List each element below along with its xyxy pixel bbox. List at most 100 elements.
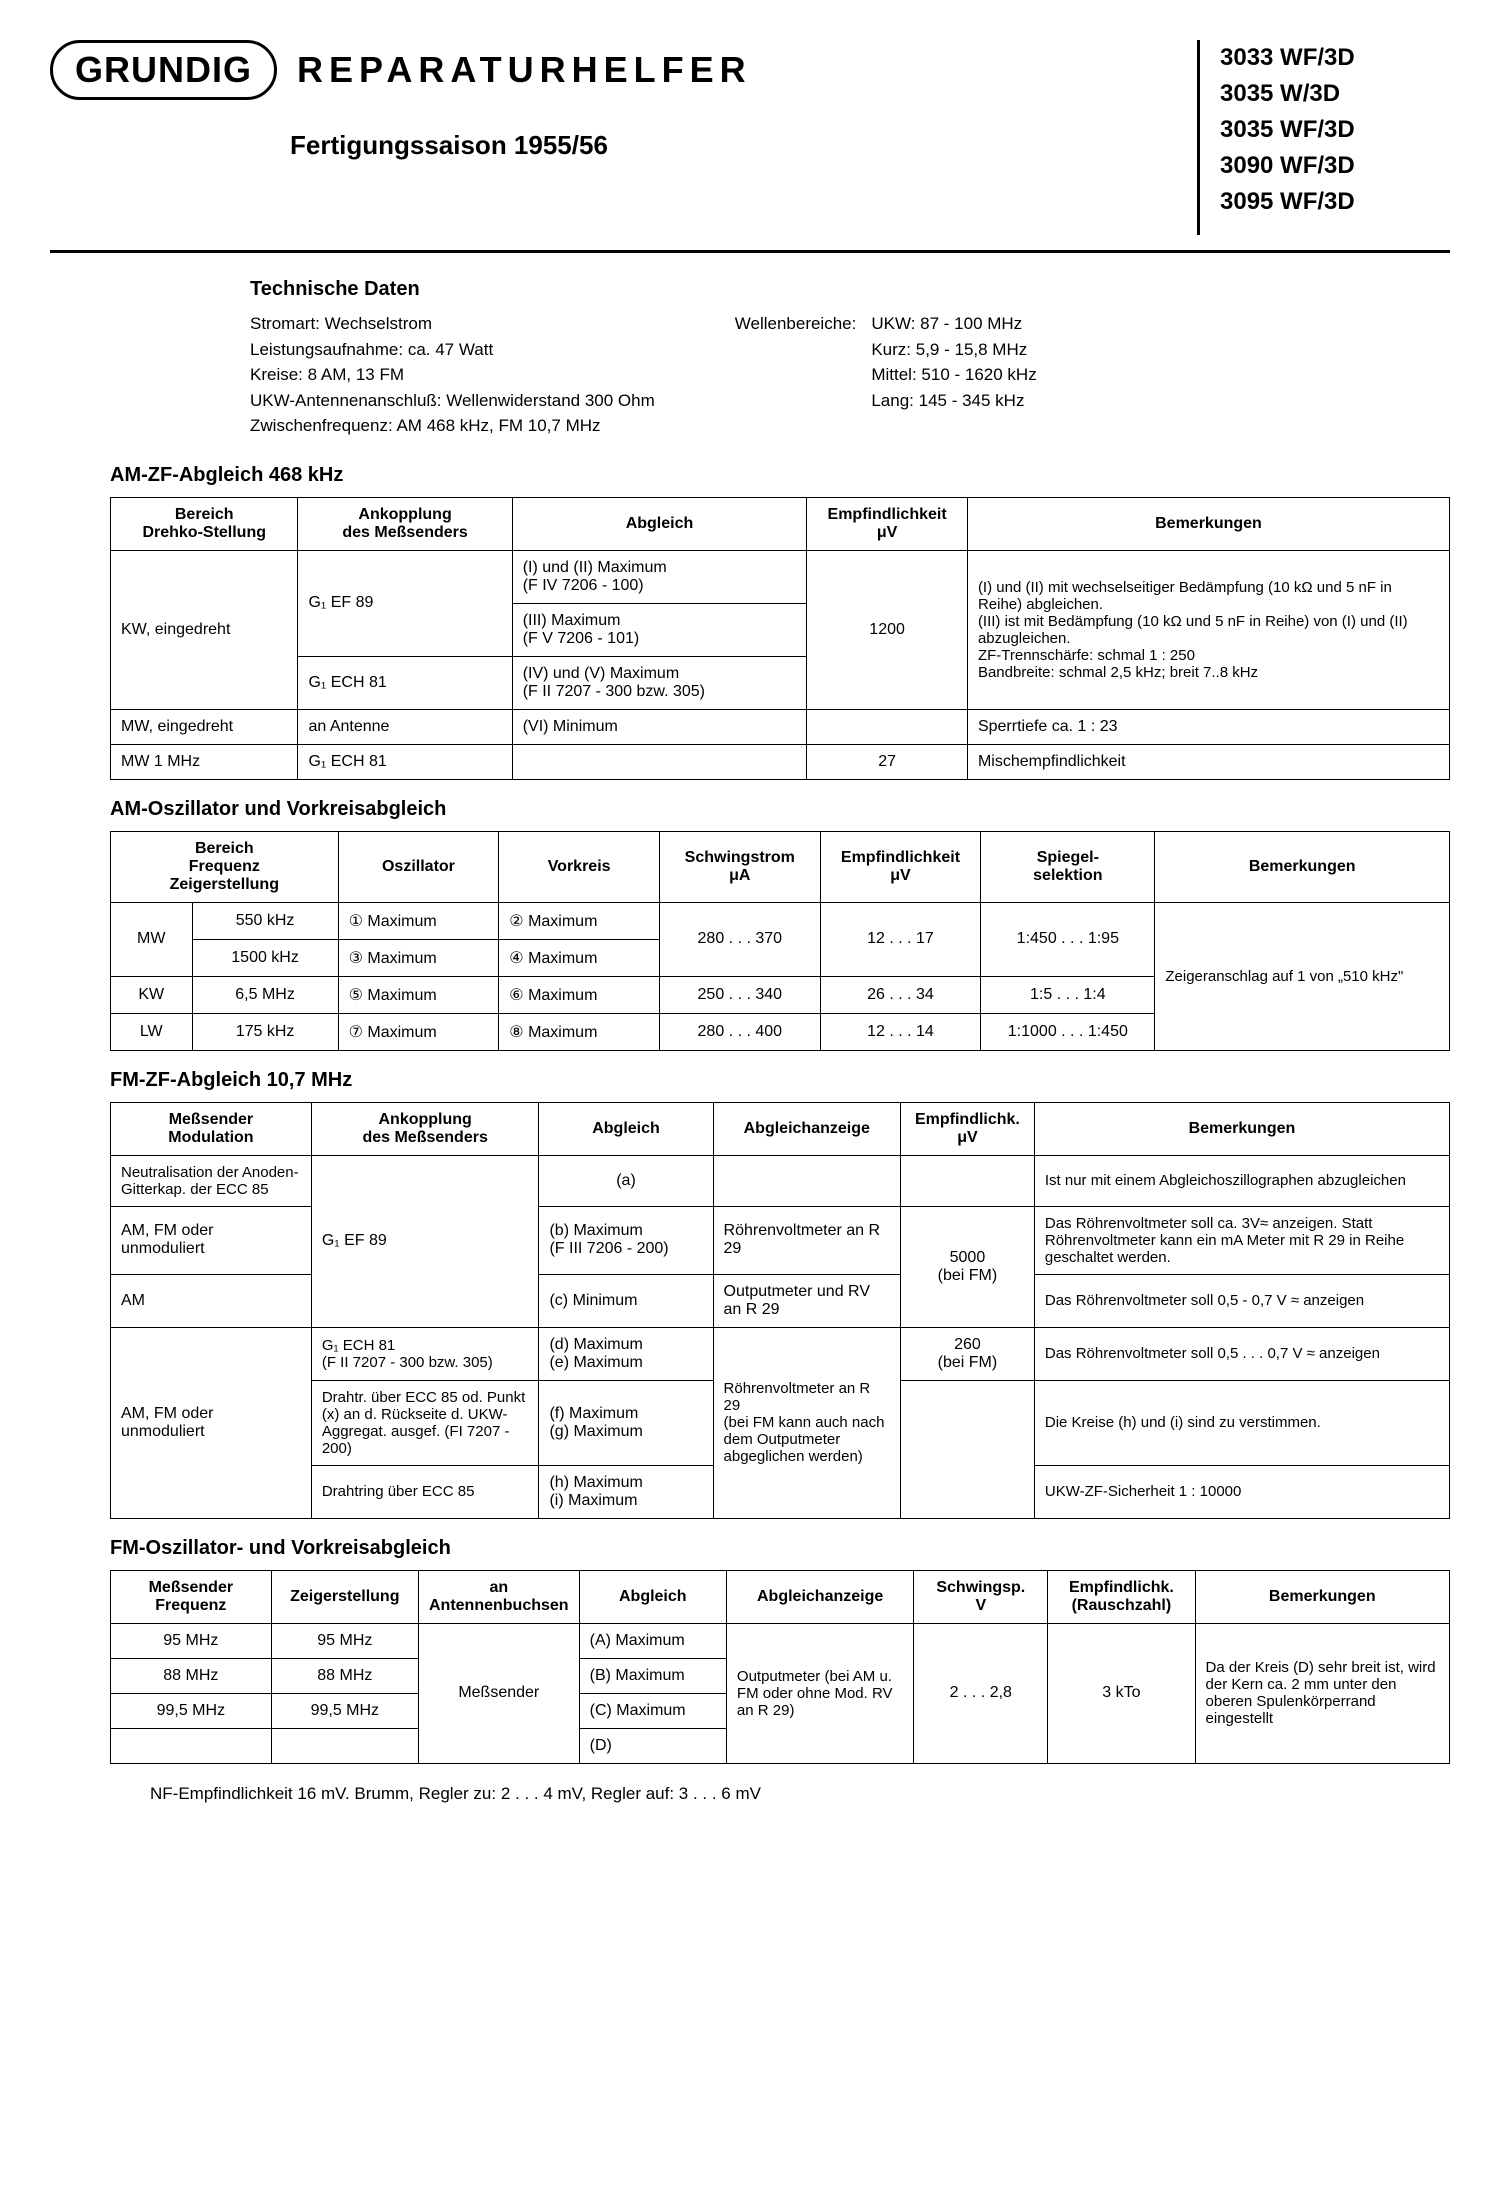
cell: ⑧ Maximum (499, 1013, 660, 1050)
cell: 280 . . . 370 (659, 902, 820, 976)
th: Bemerkungen (1195, 1570, 1449, 1623)
model-list: 3033 WF/3D 3035 W/3D 3035 WF/3D 3090 WF/… (1197, 40, 1450, 235)
cell: (b) Maximum(F III 7206 - 200) (539, 1206, 713, 1274)
cell: (I) und (II) mit wechselseitiger Bedämpf… (967, 550, 1449, 709)
tech-right: Wellenbereiche: UKW: 87 - 100 MHz Kurz: … (735, 311, 1037, 439)
th: BereichFrequenzZeigerstellung (111, 831, 339, 902)
th: Ankopplungdes Meßsenders (311, 1102, 539, 1155)
cell: Outputmeter (bei AM u. FM oder ohne Mod.… (726, 1623, 913, 1763)
cell (111, 1728, 272, 1763)
cell: Die Kreise (h) und (i) sind zu verstimme… (1034, 1380, 1449, 1465)
tech-left: Stromart: Wechselstrom Leistungsaufnahme… (250, 311, 655, 439)
cell: 26 . . . 34 (820, 976, 981, 1013)
am-zf-table: BereichDrehko-Stellung Ankopplungdes Meß… (110, 497, 1450, 780)
th: Schwingsp.V (914, 1570, 1048, 1623)
cell: (B) Maximum (579, 1658, 726, 1693)
cell: Mischempfindlichkeit (967, 744, 1449, 779)
tech-line: Zwischenfrequenz: AM 468 kHz, FM 10,7 MH… (250, 413, 655, 439)
cell: AM, FM oder unmoduliert (111, 1206, 312, 1274)
cell: 250 . . . 340 (659, 976, 820, 1013)
cell: 2 . . . 2,8 (914, 1623, 1048, 1763)
cell: G₁ EF 89 (311, 1155, 539, 1327)
th: EmpfindlichkeitμV (807, 497, 968, 550)
th: anAntennenbuchsen (418, 1570, 579, 1623)
wellen-label: Wellenbereiche: (735, 311, 857, 413)
cell: ② Maximum (499, 902, 660, 939)
th: Spiegel-selektion (981, 831, 1155, 902)
th: MeßsenderFrequenz (111, 1570, 272, 1623)
cell: 88 MHz (111, 1658, 272, 1693)
cell: Drahtring über ECC 85 (311, 1465, 539, 1518)
cell: G₁ ECH 81 (298, 744, 512, 779)
main-title: REPARATURHELFER (297, 49, 752, 91)
cell: 12 . . . 14 (820, 1013, 981, 1050)
cell (512, 744, 807, 779)
cell: (I) und (II) Maximum(F IV 7206 - 100) (512, 550, 807, 603)
logo-row: GRUNDIG REPARATURHELFER (50, 40, 1167, 100)
cell: 1:5 . . . 1:4 (981, 976, 1155, 1013)
band: UKW: 87 - 100 MHz (871, 311, 1036, 337)
cell: UKW-ZF-Sicherheit 1 : 10000 (1034, 1465, 1449, 1518)
cell: (h) Maximum(i) Maximum (539, 1465, 713, 1518)
cell: 1:1000 . . . 1:450 (981, 1013, 1155, 1050)
cell (900, 1380, 1034, 1518)
divider (50, 250, 1450, 253)
th: Abgleich (512, 497, 807, 550)
th: Empfindlichk.(Rauschzahl) (1048, 1570, 1195, 1623)
cell: Meßsender (418, 1623, 579, 1763)
cell: (D) (579, 1728, 726, 1763)
cell: (c) Minimum (539, 1274, 713, 1327)
cell: 12 . . . 17 (820, 902, 981, 976)
cell: an Antenne (298, 709, 512, 744)
th: Bemerkungen (1034, 1102, 1449, 1155)
cell: 99,5 MHz (271, 1693, 418, 1728)
th: Abgleich (579, 1570, 726, 1623)
cell: Das Röhrenvoltmeter soll 0,5 - 0,7 V ≈ a… (1034, 1274, 1449, 1327)
th: BereichDrehko-Stellung (111, 497, 298, 550)
cell: (III) Maximum(F V 7206 - 101) (512, 603, 807, 656)
fm-zf-table: MeßsenderModulation Ankopplungdes Meßsen… (110, 1102, 1450, 1519)
cell: 95 MHz (111, 1623, 272, 1658)
tech-line: Leistungsaufnahme: ca. 47 Watt (250, 337, 655, 363)
th: Ankopplungdes Meßsenders (298, 497, 512, 550)
th: Bemerkungen (1155, 831, 1450, 902)
cell: 5000(bei FM) (900, 1206, 1034, 1327)
footer-note: NF-Empfindlichkeit 16 mV. Brumm, Regler … (150, 1784, 1450, 1804)
cell (713, 1155, 900, 1206)
cell: AM, FM oder unmoduliert (111, 1327, 312, 1518)
th: Vorkreis (499, 831, 660, 902)
fm-osc-table: MeßsenderFrequenz Zeigerstellung anAnten… (110, 1570, 1450, 1764)
cell: (VI) Minimum (512, 709, 807, 744)
cell: MW, eingedreht (111, 709, 298, 744)
cell: MW (111, 902, 193, 976)
cell: 550 kHz (192, 902, 338, 939)
cell: ① Maximum (338, 902, 499, 939)
cell: 27 (807, 744, 968, 779)
cell: 1200 (807, 550, 968, 709)
cell: 280 . . . 400 (659, 1013, 820, 1050)
cell: (IV) und (V) Maximum(F II 7207 - 300 bzw… (512, 656, 807, 709)
model: 3035 W/3D (1220, 76, 1450, 112)
th: Abgleichanzeige (713, 1102, 900, 1155)
model: 3095 WF/3D (1220, 184, 1450, 220)
cell: ⑥ Maximum (499, 976, 660, 1013)
cell: Das Röhrenvoltmeter soll 0,5 . . . 0,7 V… (1034, 1327, 1449, 1380)
grundig-logo: GRUNDIG (50, 40, 277, 100)
cell: Outputmeter und RV an R 29 (713, 1274, 900, 1327)
header: GRUNDIG REPARATURHELFER Fertigungssaison… (50, 40, 1450, 235)
cell: Das Röhrenvoltmeter soll ca. 3V≈ anzeige… (1034, 1206, 1449, 1274)
subtitle: Fertigungssaison 1955/56 (290, 130, 1167, 161)
cell: ⑤ Maximum (338, 976, 499, 1013)
model: 3033 WF/3D (1220, 40, 1450, 76)
cell: ③ Maximum (338, 939, 499, 976)
cell: KW, eingedreht (111, 550, 298, 709)
tech-line: Kreise: 8 AM, 13 FM (250, 362, 655, 388)
cell: Ist nur mit einem Abgleichoszillographen… (1034, 1155, 1449, 1206)
cell: 175 kHz (192, 1013, 338, 1050)
cell: G₁ EF 89 (298, 550, 512, 656)
th: Bemerkungen (967, 497, 1449, 550)
am-osc-table: BereichFrequenzZeigerstellung Oszillator… (110, 831, 1450, 1051)
th: Oszillator (338, 831, 499, 902)
cell: (C) Maximum (579, 1693, 726, 1728)
cell (807, 709, 968, 744)
